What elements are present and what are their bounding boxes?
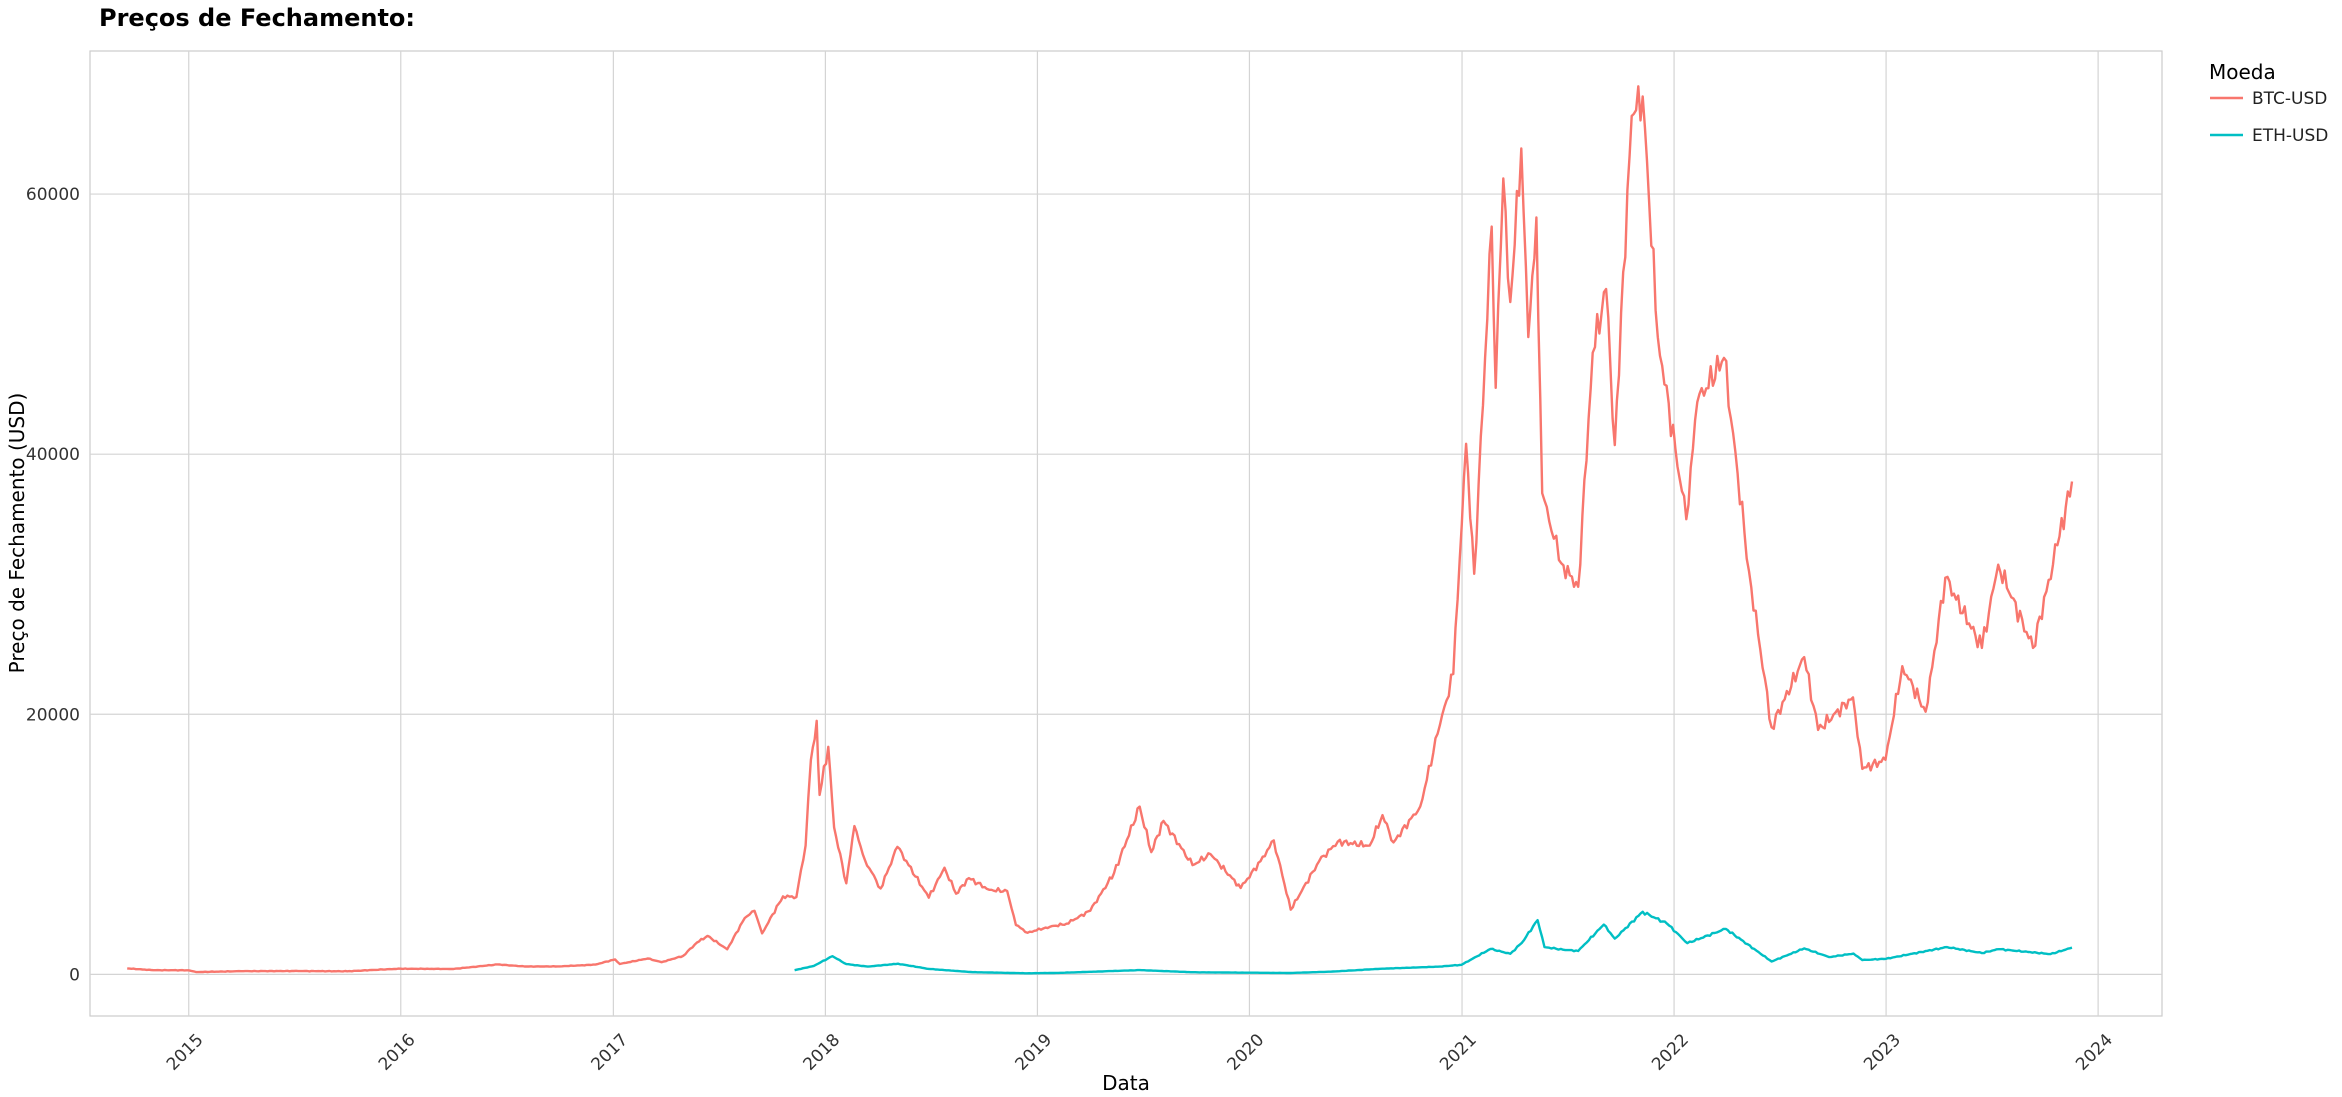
x-tick-label: 2019 — [1012, 1030, 1057, 1075]
legend: Moeda BTC-USD ETH-USD — [2209, 60, 2328, 146]
y-tick-label: 40000 — [26, 445, 80, 465]
y-axis-ticks: 0 20000 40000 60000 — [26, 185, 80, 985]
legend-title: Moeda — [2209, 60, 2276, 84]
x-axis-ticks: 2015 2016 2017 2018 2019 2020 2021 2022 2023 2024 — [163, 1030, 2117, 1075]
legend-items: BTC-USD ETH-USD — [2210, 89, 2328, 146]
x-tick-label: 2023 — [1860, 1030, 1905, 1075]
series-line-eth-usd — [794, 910, 2073, 975]
x-tick-label: 2016 — [375, 1030, 420, 1075]
x-tick-label: 2024 — [2072, 1030, 2117, 1075]
y-tick-label: 60000 — [26, 185, 80, 205]
legend-label-btc-usd: BTC-USD — [2252, 89, 2327, 109]
y-tick-label: 0 — [69, 965, 80, 985]
x-tick-label: 2022 — [1648, 1030, 1693, 1075]
x-tick-label: 2018 — [799, 1030, 844, 1075]
x-axis-title: Data — [1102, 1071, 1150, 1095]
series-lines — [127, 85, 2074, 975]
plot-panel — [89, 50, 2163, 1017]
x-tick-label: 2015 — [163, 1030, 208, 1075]
x-tick-label: 2017 — [587, 1030, 632, 1075]
y-tick-label: 20000 — [26, 705, 80, 725]
series-line-btc-usd — [127, 85, 2074, 974]
x-tick-label: 2021 — [1436, 1030, 1481, 1075]
x-gridlines — [188, 51, 2099, 1016]
legend-label-eth-usd: ETH-USD — [2252, 126, 2328, 146]
y-axis-title: Preço de Fechamento (USD) — [5, 393, 29, 674]
chart-title: Preços de Fechamento: — [99, 4, 415, 32]
x-tick-label: 2020 — [1224, 1030, 1269, 1075]
